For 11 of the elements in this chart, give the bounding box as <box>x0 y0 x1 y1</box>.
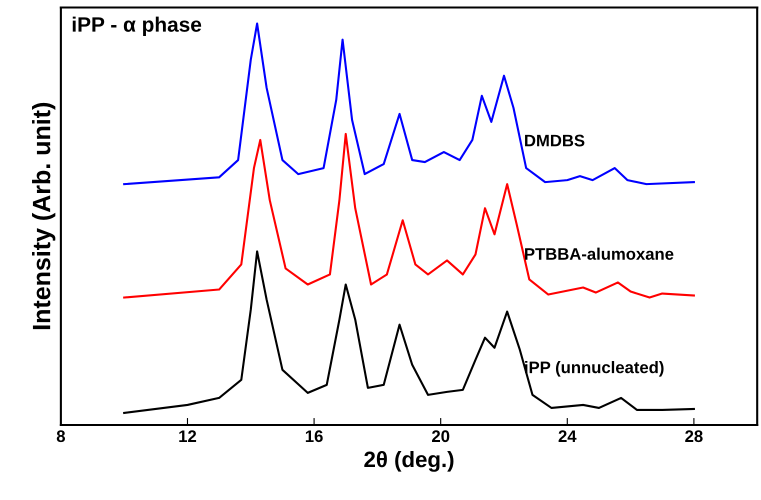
x-tick-label: 24 <box>558 430 576 442</box>
x-tick-label: 12 <box>179 430 196 442</box>
x-axis-title: 2θ (deg.) <box>364 450 454 472</box>
series-label: DMDBS <box>525 134 584 146</box>
annotation: iPP - α phase <box>72 16 202 36</box>
x-tick-label: 20 <box>432 430 450 442</box>
y-axis-title: Intensity (Arb. unit) <box>32 102 56 330</box>
series-label: PTBBA-alumoxane <box>525 248 674 260</box>
x-tick-label: 28 <box>685 430 703 442</box>
x-tick-label: 16 <box>306 430 323 442</box>
x-tick-label: 8 <box>56 430 66 442</box>
